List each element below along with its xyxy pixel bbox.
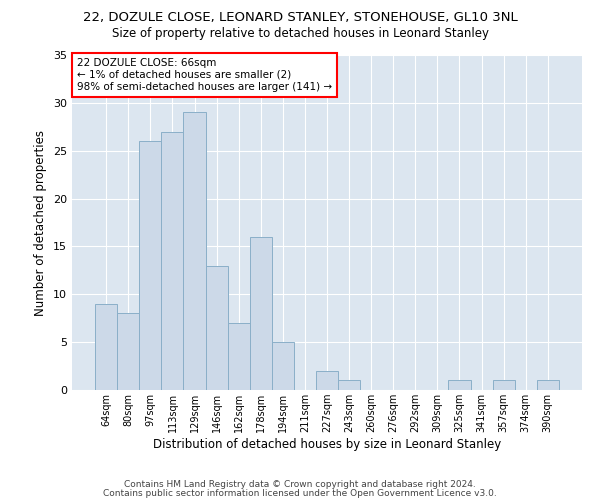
Bar bbox=[493, 380, 515, 390]
Text: 22, DOZULE CLOSE, LEONARD STANLEY, STONEHOUSE, GL10 3NL: 22, DOZULE CLOSE, LEONARD STANLEY, STONE… bbox=[83, 11, 517, 24]
Y-axis label: Number of detached properties: Number of detached properties bbox=[34, 130, 47, 316]
Bar bbox=[139, 141, 161, 390]
Text: 22 DOZULE CLOSE: 66sqm
← 1% of detached houses are smaller (2)
98% of semi-detac: 22 DOZULE CLOSE: 66sqm ← 1% of detached … bbox=[77, 58, 332, 92]
Text: Size of property relative to detached houses in Leonard Stanley: Size of property relative to detached ho… bbox=[112, 28, 488, 40]
Bar bbox=[95, 304, 117, 390]
Bar bbox=[227, 323, 250, 390]
Text: Contains public sector information licensed under the Open Government Licence v3: Contains public sector information licen… bbox=[103, 488, 497, 498]
Bar bbox=[117, 314, 139, 390]
Bar bbox=[338, 380, 360, 390]
Bar bbox=[448, 380, 470, 390]
X-axis label: Distribution of detached houses by size in Leonard Stanley: Distribution of detached houses by size … bbox=[153, 438, 501, 451]
Bar bbox=[184, 112, 206, 390]
Bar bbox=[206, 266, 227, 390]
Bar bbox=[250, 237, 272, 390]
Bar bbox=[272, 342, 294, 390]
Bar bbox=[537, 380, 559, 390]
Bar bbox=[316, 371, 338, 390]
Bar bbox=[161, 132, 184, 390]
Text: Contains HM Land Registry data © Crown copyright and database right 2024.: Contains HM Land Registry data © Crown c… bbox=[124, 480, 476, 489]
